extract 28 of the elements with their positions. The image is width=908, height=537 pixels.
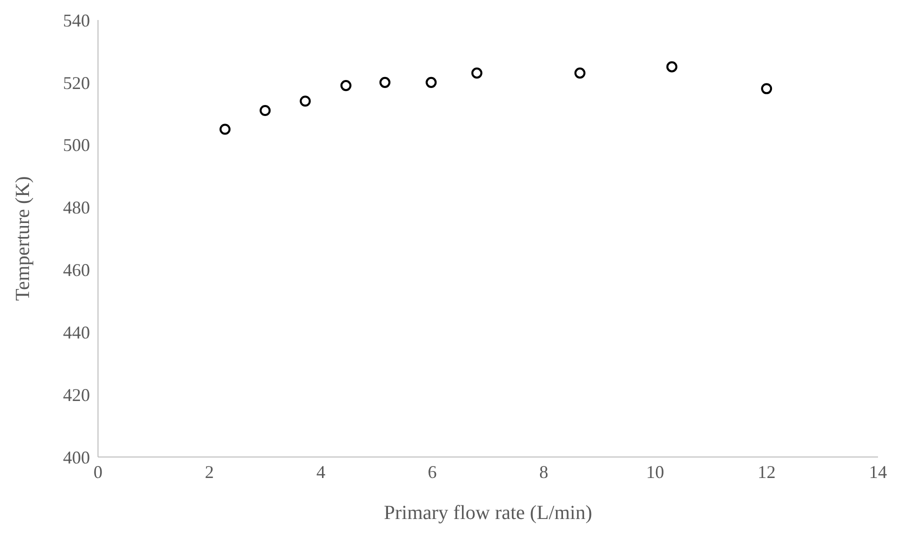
x-tick-label: 6: [428, 462, 437, 482]
point: [574, 68, 586, 79]
x-tick-label: 2: [204, 462, 214, 482]
y-tick-label: 480: [63, 198, 90, 218]
point: [379, 76, 390, 88]
y-tick-label: 440: [63, 322, 90, 343]
x-axis-title: Primary flow rate (L/min): [384, 502, 592, 524]
point: [666, 61, 678, 72]
y-tick-label: 540: [63, 10, 90, 30]
y-tick-label: 460: [63, 260, 90, 280]
point: [300, 96, 311, 107]
x-tick-label: 0: [94, 462, 102, 482]
y-tick-label: 400: [63, 447, 90, 468]
x-tick-label: 10: [646, 462, 664, 482]
x-tick-label: 4: [316, 462, 326, 482]
y-tick-label: 520: [63, 72, 90, 93]
point: [471, 68, 482, 79]
point: [340, 80, 352, 92]
point: [761, 83, 772, 94]
point: [260, 105, 271, 116]
y-tick-label: 500: [63, 135, 90, 156]
x-tick-label: 8: [539, 462, 548, 482]
point: [426, 76, 437, 88]
y-axis-title: Temperture (K): [12, 176, 34, 301]
x-tick-label: 12: [758, 462, 776, 482]
point: [220, 124, 231, 135]
y-tick-label: 420: [63, 384, 90, 405]
x-tick-label: 14: [869, 462, 887, 482]
